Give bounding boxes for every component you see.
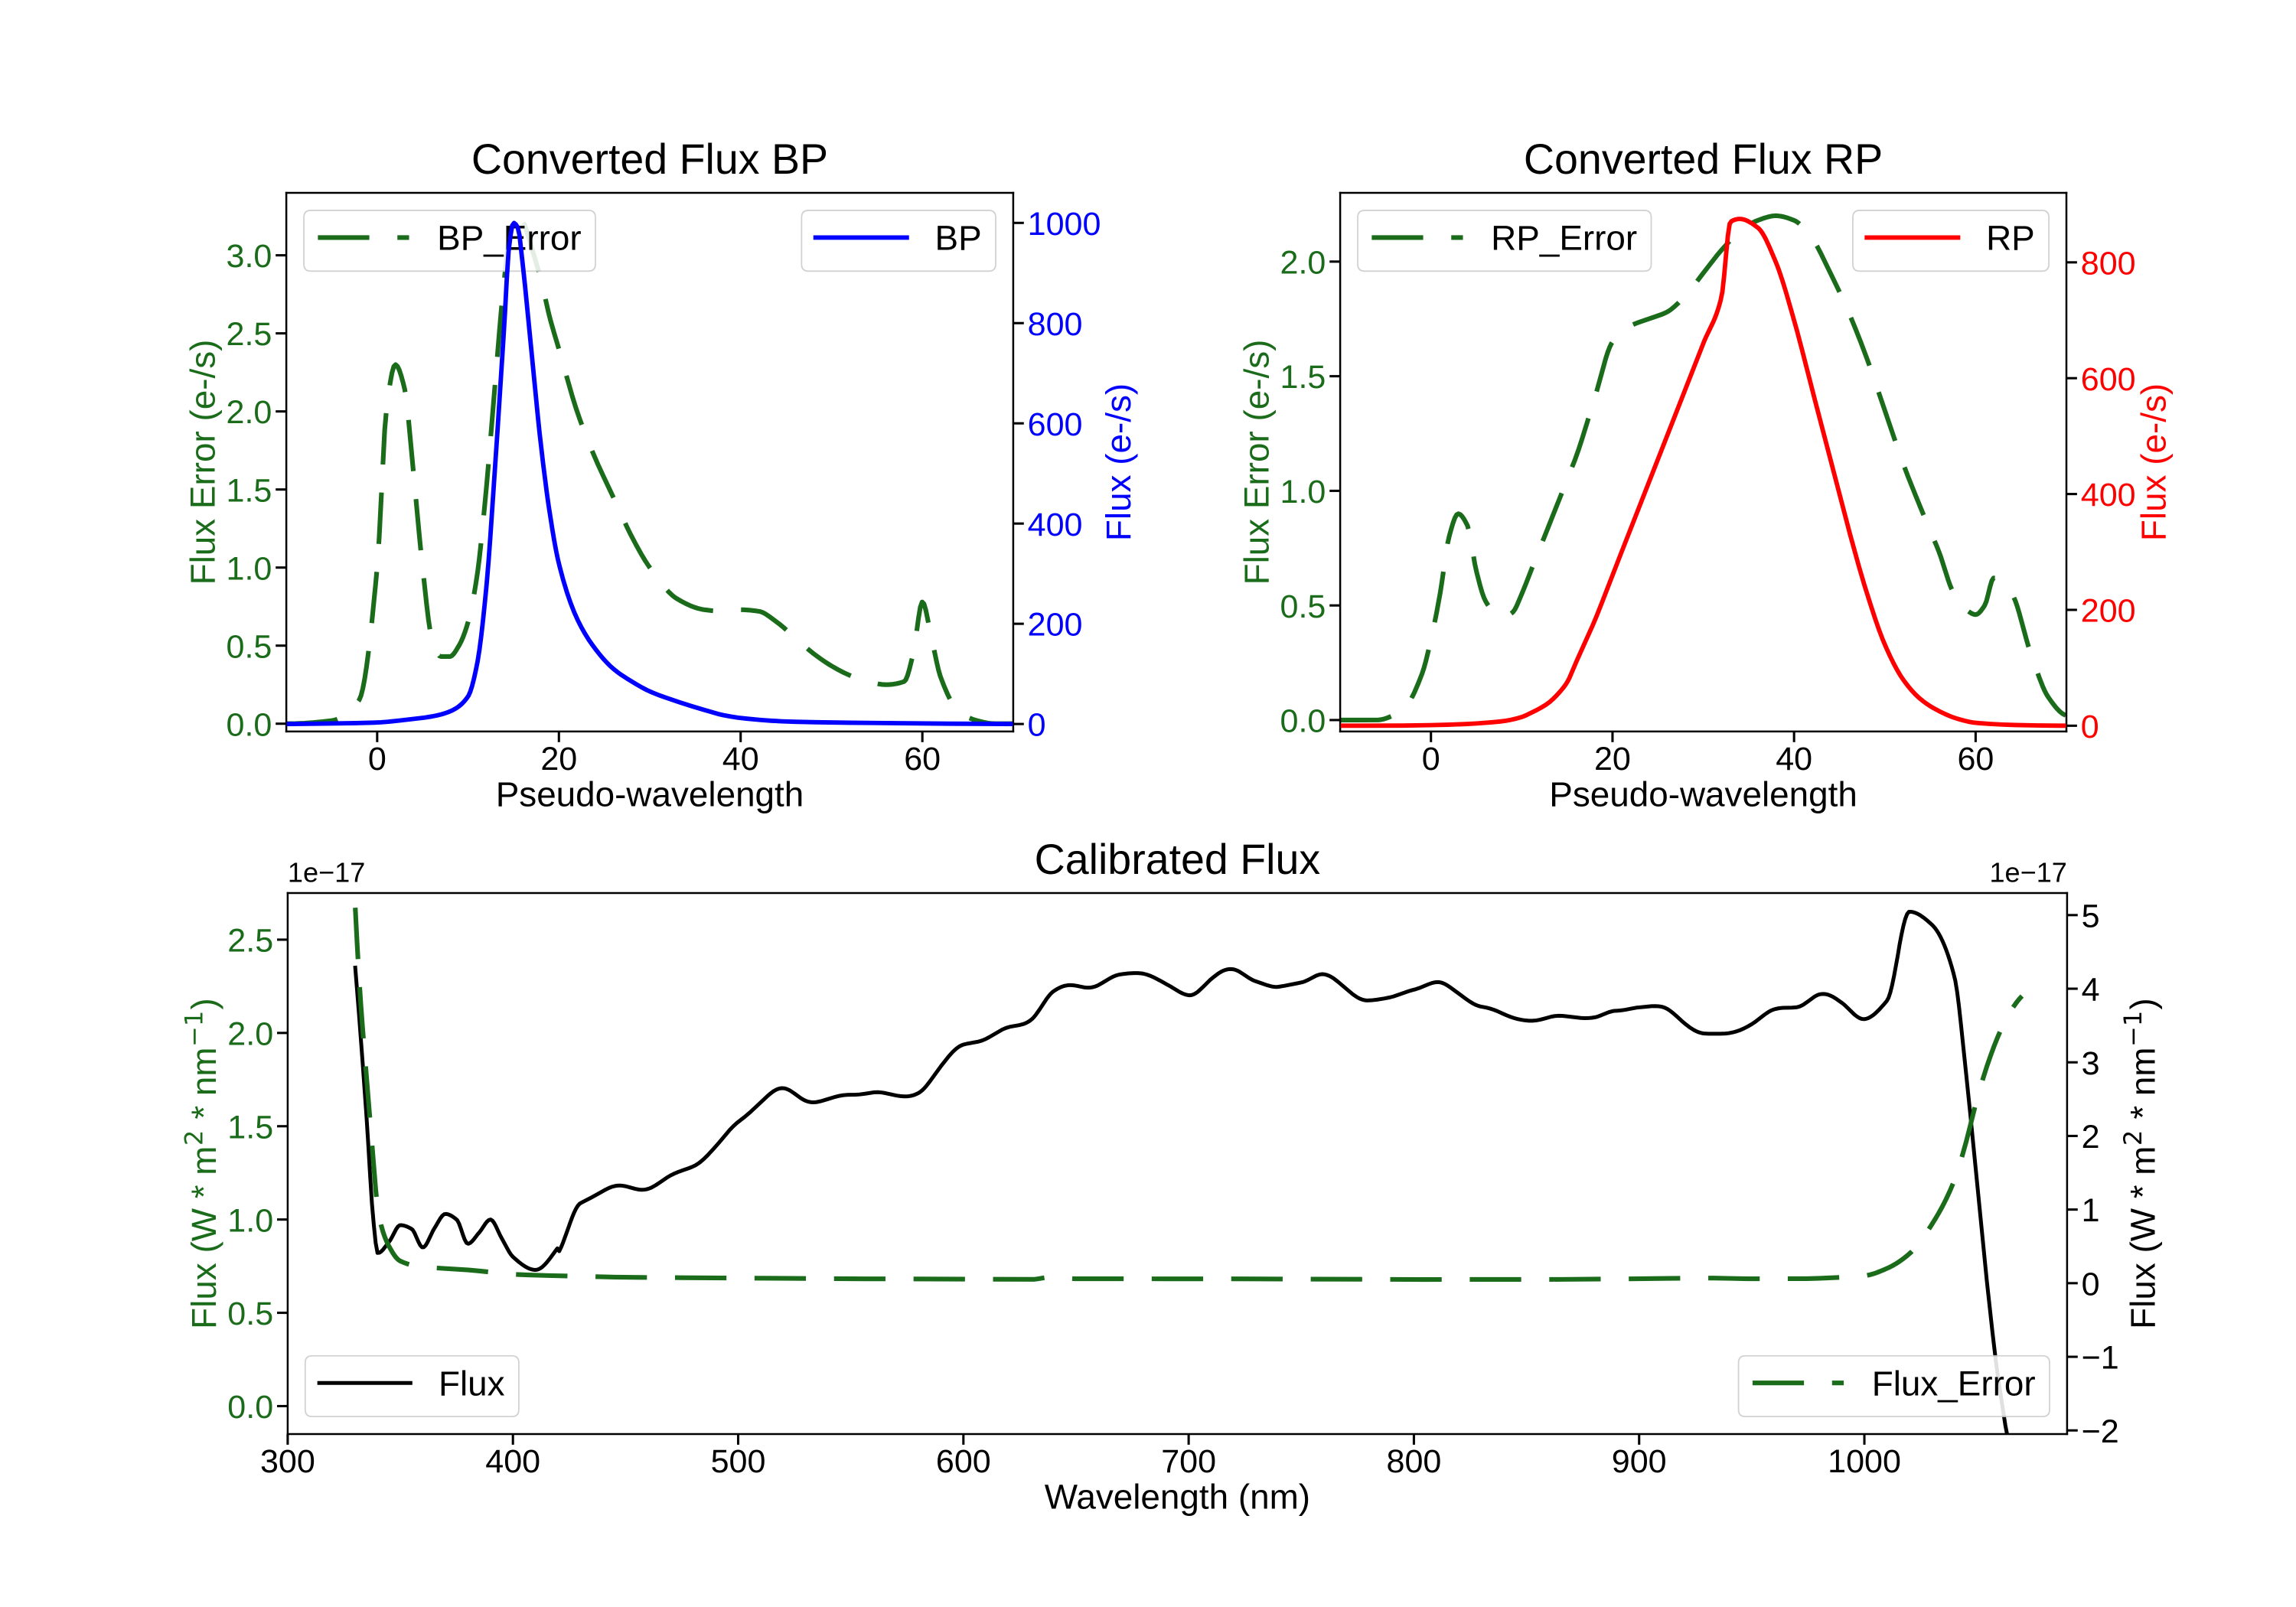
- svg-text:300: 300: [260, 1443, 315, 1480]
- svg-text:2: 2: [2082, 1119, 2100, 1156]
- svg-text:BP: BP: [935, 218, 982, 257]
- svg-text:Converted Flux RP: Converted Flux RP: [1524, 135, 1883, 183]
- svg-text:0: 0: [1028, 707, 1046, 744]
- svg-text:RP_Error: RP_Error: [1491, 218, 1637, 257]
- svg-text:−1: −1: [2082, 1340, 2119, 1377]
- svg-text:2.5: 2.5: [227, 923, 273, 960]
- svg-text:200: 200: [1028, 607, 1083, 644]
- svg-text:2.0: 2.0: [227, 394, 272, 431]
- svg-text:Flux Error (e-/s): Flux Error (e-/s): [1237, 340, 1276, 585]
- svg-text:1: 1: [2082, 1192, 2100, 1229]
- svg-text:0: 0: [2082, 1266, 2100, 1302]
- svg-text:400: 400: [2081, 477, 2136, 513]
- svg-text:60: 60: [1957, 741, 1994, 777]
- svg-text:Flux Error (e-/s): Flux Error (e-/s): [183, 340, 222, 585]
- svg-text:Pseudo-wavelength: Pseudo-wavelength: [1549, 775, 1857, 814]
- svg-text:600: 600: [2081, 361, 2136, 398]
- svg-text:1.0: 1.0: [227, 550, 272, 587]
- svg-text:700: 700: [1161, 1443, 1216, 1480]
- svg-text:1.5: 1.5: [227, 472, 272, 509]
- svg-text:Converted Flux BP: Converted Flux BP: [471, 135, 828, 183]
- svg-text:2.5: 2.5: [227, 316, 272, 353]
- svg-text:200: 200: [2081, 593, 2136, 630]
- svg-text:4: 4: [2082, 972, 2100, 1009]
- svg-text:600: 600: [936, 1443, 991, 1480]
- svg-text:0.0: 0.0: [227, 1389, 273, 1426]
- svg-text:500: 500: [711, 1443, 766, 1480]
- svg-text:1.0: 1.0: [227, 1202, 273, 1239]
- svg-text:2.0: 2.0: [227, 1015, 273, 1052]
- svg-text:0.5: 0.5: [1280, 588, 1326, 625]
- svg-text:0: 0: [1422, 741, 1440, 777]
- svg-text:Flux: Flux: [439, 1364, 505, 1403]
- svg-text:F l u x: F l u x ( W * m * n m ) 2 − 1: [2118, 994, 2163, 1329]
- svg-text:20: 20: [1594, 741, 1631, 777]
- svg-text:800: 800: [2081, 245, 2136, 282]
- svg-text:1000: 1000: [1028, 206, 1101, 243]
- svg-text:2.0: 2.0: [1280, 244, 1326, 281]
- svg-text:Wavelength (nm): Wavelength (nm): [1045, 1478, 1310, 1517]
- svg-text:3.0: 3.0: [227, 238, 272, 275]
- svg-text:20: 20: [540, 741, 577, 777]
- svg-text:400: 400: [1028, 507, 1083, 543]
- svg-text:Flux_Error: Flux_Error: [1872, 1364, 2036, 1403]
- svg-text:0: 0: [368, 741, 386, 777]
- svg-text:40: 40: [1776, 741, 1812, 777]
- svg-text:800: 800: [1387, 1443, 1442, 1480]
- svg-text:0.5: 0.5: [227, 1296, 273, 1332]
- svg-text:3: 3: [2082, 1045, 2100, 1082]
- svg-text:Flux (e-/s): Flux (e-/s): [1099, 383, 1138, 541]
- svg-text:800: 800: [1028, 306, 1083, 343]
- svg-text:1.0: 1.0: [1280, 474, 1326, 510]
- svg-text:Pseudo-wavelength: Pseudo-wavelength: [496, 775, 804, 814]
- svg-text:400: 400: [485, 1443, 540, 1480]
- svg-text:0.0: 0.0: [227, 706, 272, 743]
- svg-text:0.0: 0.0: [1280, 703, 1326, 740]
- svg-text:600: 600: [1028, 406, 1083, 443]
- svg-text:Calibrated Flux: Calibrated Flux: [1035, 836, 1321, 883]
- svg-text:60: 60: [904, 741, 941, 777]
- svg-text:900: 900: [1612, 1443, 1667, 1480]
- svg-text:1000: 1000: [1828, 1443, 1901, 1480]
- svg-text:−2: −2: [2082, 1413, 2119, 1450]
- svg-text:Flux (e-/s): Flux (e-/s): [2134, 383, 2173, 541]
- svg-text:0.5: 0.5: [227, 628, 272, 665]
- svg-text:0: 0: [2081, 709, 2099, 745]
- svg-text:5: 5: [2082, 898, 2100, 934]
- svg-text:1e−17: 1e−17: [288, 856, 365, 888]
- svg-text:40: 40: [722, 741, 759, 777]
- svg-text:1.5: 1.5: [227, 1109, 273, 1146]
- svg-text:1e−17: 1e−17: [1989, 856, 2066, 888]
- svg-text:F l u x: F l u x ( W * m * n m ) 2 − 1: [179, 994, 223, 1329]
- svg-text:1.5: 1.5: [1280, 359, 1326, 396]
- svg-text:RP: RP: [1986, 218, 2035, 257]
